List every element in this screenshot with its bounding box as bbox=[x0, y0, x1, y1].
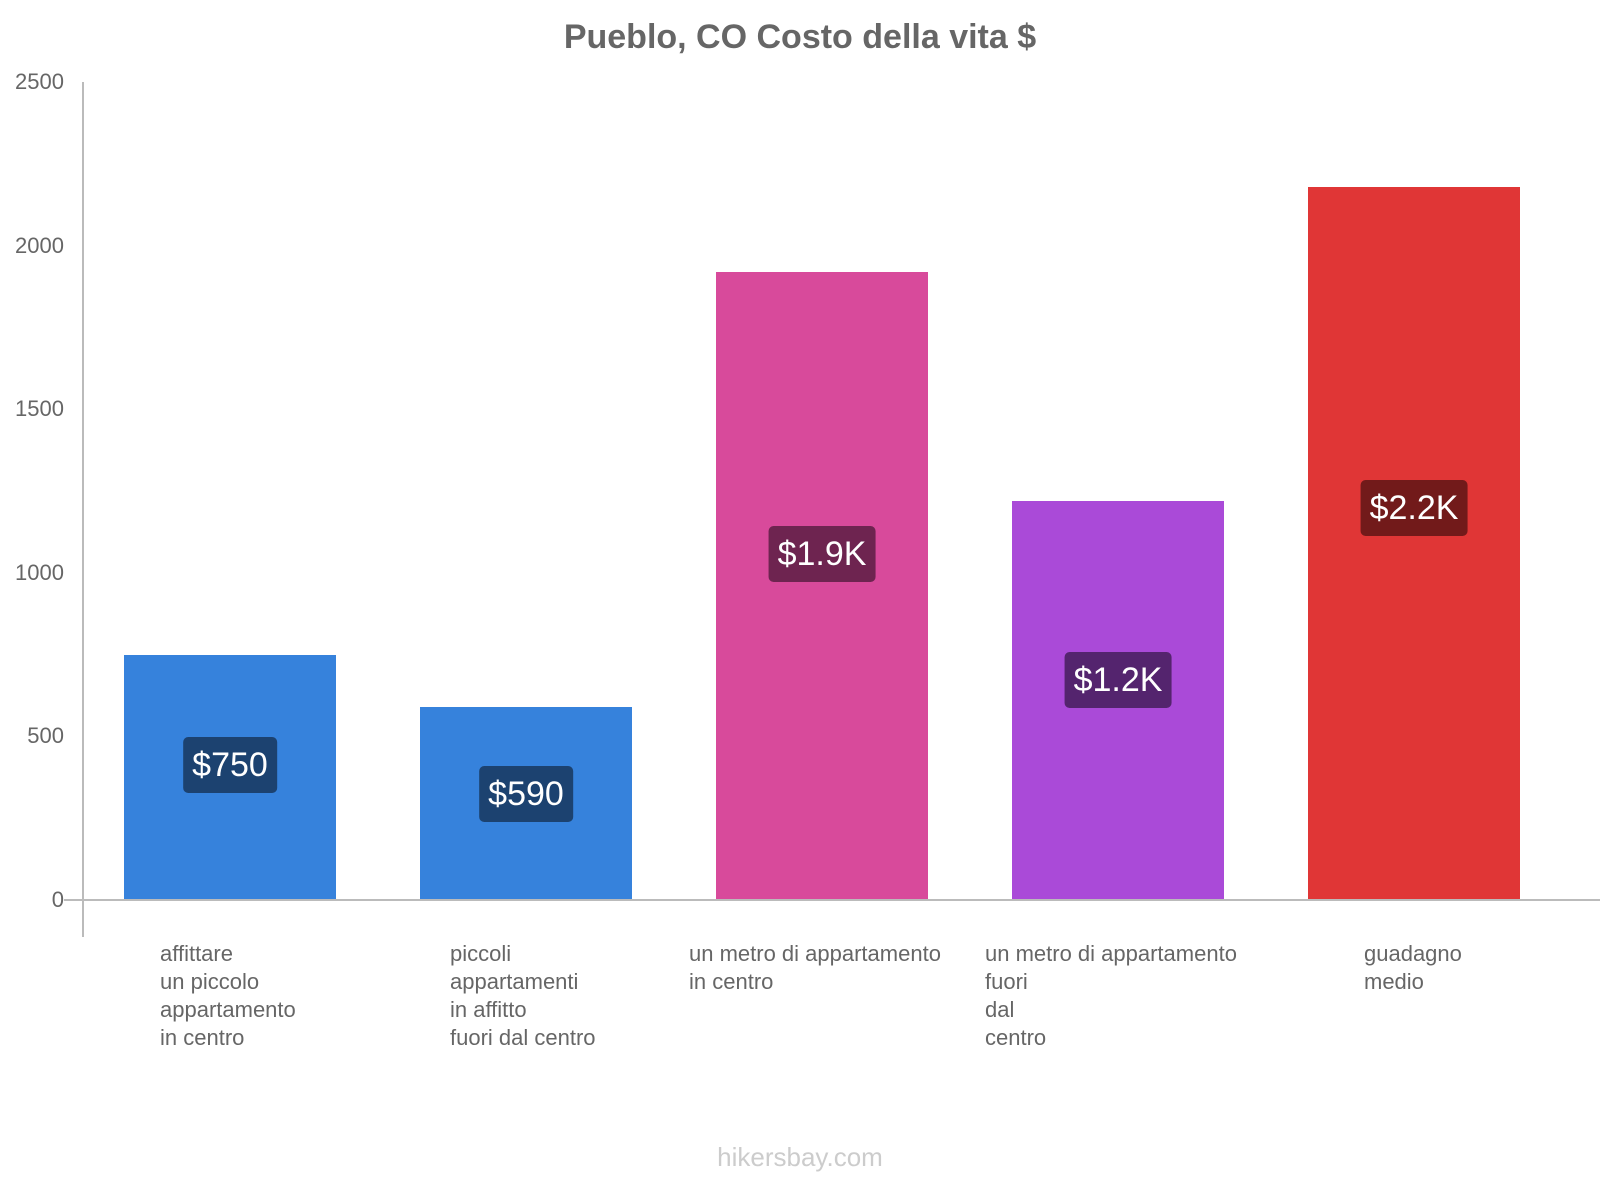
value-label-sqm-center: $1.9K bbox=[768, 526, 876, 583]
y-tick-0: 0 bbox=[51, 887, 64, 912]
value-label-avg-income: $2.2K bbox=[1360, 479, 1468, 536]
y-tick-2500: 2500 bbox=[15, 69, 64, 94]
y-tick-1500: 1500 bbox=[15, 396, 64, 421]
x-label-sqm-center: un metro di appartamento in centro bbox=[689, 941, 941, 994]
bar-sqm-center bbox=[716, 271, 928, 900]
x-label-rent-small-outside: piccoli appartamenti in affitto fuori da… bbox=[450, 941, 596, 1050]
x-axis-line bbox=[64, 899, 1600, 901]
x-label-sqm-outside: un metro di appartamento fuori dal centr… bbox=[985, 941, 1237, 1050]
bar-avg-income bbox=[1308, 186, 1520, 900]
y-tick-500: 500 bbox=[27, 723, 64, 748]
value-label-sqm-outside: $1.2K bbox=[1064, 652, 1172, 709]
watermark: hikersbay.com bbox=[717, 1142, 883, 1172]
value-label-rent-small-center: $750 bbox=[183, 737, 277, 794]
x-label-rent-small-center: affittare un piccolo appartamento in cen… bbox=[160, 941, 296, 1050]
y-axis-line bbox=[82, 82, 84, 937]
y-tick-1000: 1000 bbox=[15, 560, 64, 585]
value-label-rent-small-outside: $590 bbox=[479, 765, 573, 822]
chart-title: Pueblo, CO Costo della vita $ bbox=[563, 18, 1037, 56]
y-tick-2000: 2000 bbox=[15, 233, 64, 258]
x-label-avg-income: guadagno medio bbox=[1364, 941, 1462, 994]
